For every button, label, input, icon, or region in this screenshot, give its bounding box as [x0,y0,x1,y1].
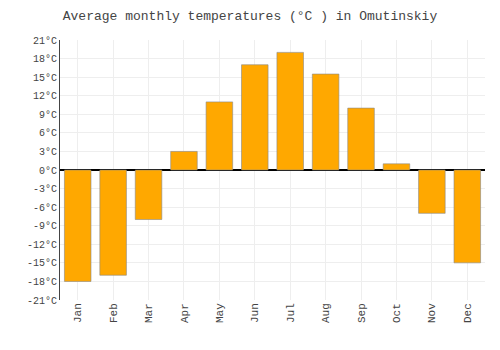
svg-text:-12°C: -12°C [27,240,57,251]
svg-text:-6°C: -6°C [33,203,57,214]
svg-text:-21°C: -21°C [27,296,57,307]
svg-text:May: May [214,303,226,323]
svg-text:-15°C: -15°C [27,258,57,269]
svg-text:-18°C: -18°C [27,277,57,288]
svg-text:Dec: Dec [462,303,474,323]
svg-text:-3°C: -3°C [33,184,57,195]
svg-text:Jan: Jan [72,303,84,323]
svg-text:Sep: Sep [356,303,368,323]
svg-text:9°C: 9°C [39,110,57,121]
svg-text:15°C: 15°C [33,73,57,84]
svg-text:Average monthly temperatures (: Average monthly temperatures (°C ) in Om… [63,9,438,24]
svg-text:Apr: Apr [179,303,191,323]
svg-text:Aug: Aug [320,303,332,323]
svg-text:0°C: 0°C [39,166,57,177]
svg-text:Jun: Jun [249,303,261,323]
svg-text:Feb: Feb [108,303,120,323]
svg-text:Mar: Mar [143,303,155,323]
svg-text:Oct: Oct [391,303,403,323]
svg-text:Jul: Jul [285,303,297,323]
svg-text:3°C: 3°C [39,147,57,158]
svg-text:Nov: Nov [426,303,438,323]
svg-text:21°C: 21°C [33,36,57,47]
svg-text:18°C: 18°C [33,54,57,65]
svg-text:6°C: 6°C [39,128,57,139]
svg-text:12°C: 12°C [33,91,57,102]
svg-text:-9°C: -9°C [33,221,57,232]
